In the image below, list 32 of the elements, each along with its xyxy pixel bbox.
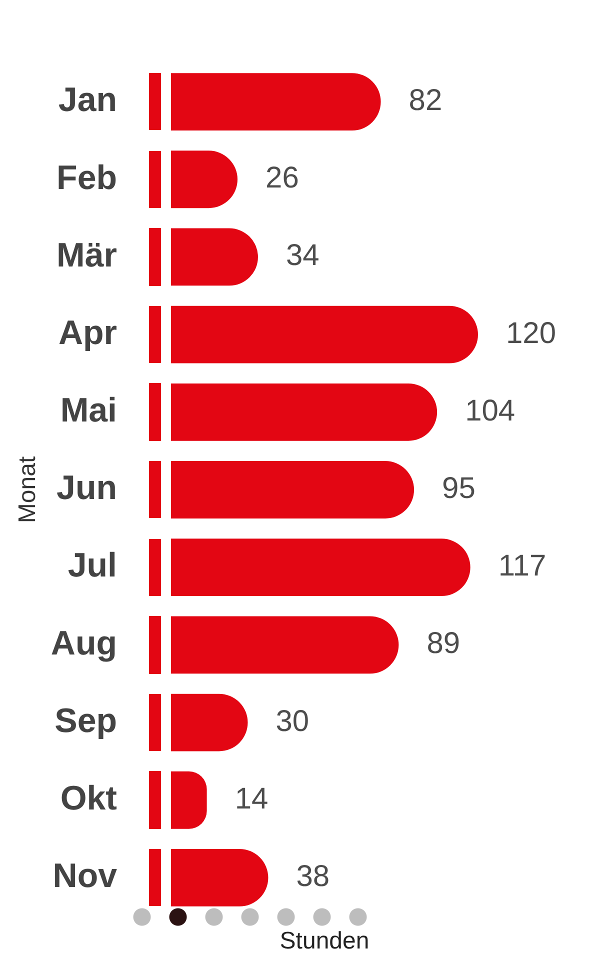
bar	[171, 616, 399, 674]
data-label: 117	[498, 550, 546, 583]
y-tick-label: Apr	[58, 314, 117, 352]
y-tick-label: Jun	[56, 469, 117, 508]
bar	[171, 848, 268, 906]
bar	[171, 771, 207, 829]
data-label: 26	[266, 162, 299, 195]
y-tick-label: Nov	[52, 857, 118, 896]
data-label: 14	[234, 782, 268, 816]
data-label: 95	[442, 472, 476, 506]
y-tick-label: Okt	[60, 779, 117, 818]
data-label: 38	[296, 860, 330, 893]
y-tick-label: Mär	[56, 236, 117, 274]
bar	[171, 306, 478, 364]
bar	[171, 538, 470, 596]
y-tick-label: Sep	[54, 702, 117, 740]
y-tick-label: Mai	[60, 392, 117, 430]
y-tick-label: Aug	[50, 624, 117, 662]
y-axis-title: Monat	[14, 456, 42, 524]
bar	[171, 73, 381, 131]
bar	[171, 461, 414, 518]
x-axis-title: Stunden	[280, 928, 370, 955]
data-label: 30	[276, 704, 310, 738]
y-tick-label: Feb	[56, 158, 117, 197]
y-tick-label: Jan	[58, 81, 117, 120]
data-label: 82	[408, 84, 442, 118]
data-label: 34	[286, 239, 320, 272]
data-label: 89	[426, 627, 460, 660]
data-label: 104	[465, 394, 516, 428]
data-label: 120	[506, 316, 556, 350]
y-tick-label: Jul	[68, 546, 117, 585]
bar	[171, 383, 438, 441]
